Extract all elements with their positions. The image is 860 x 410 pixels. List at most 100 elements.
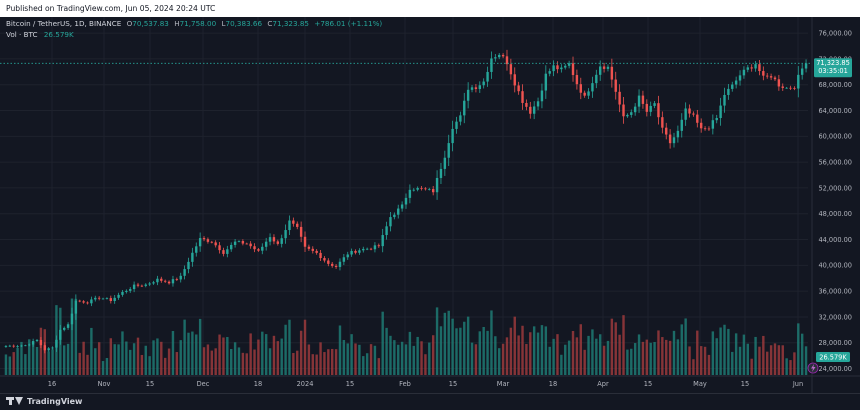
lightning-icon[interactable] — [807, 362, 819, 374]
candle-body[interactable] — [501, 54, 505, 57]
candle-body[interactable] — [657, 103, 660, 118]
candle-body[interactable] — [540, 90, 544, 102]
candle-body[interactable] — [672, 137, 676, 144]
candle-body[interactable] — [498, 54, 501, 58]
candle-body[interactable] — [35, 339, 39, 342]
candle-body[interactable] — [525, 102, 528, 107]
candle-body[interactable] — [307, 246, 311, 249]
candle-body[interactable] — [746, 67, 750, 70]
candle-body[interactable] — [28, 344, 31, 346]
candle-body[interactable] — [699, 122, 703, 129]
price-chart[interactable]: 24,000.00 28,000.00 32,000.00 36,000.00 40,0… — [0, 17, 860, 393]
candle-body[interactable] — [16, 346, 19, 347]
candle-body[interactable] — [195, 246, 198, 253]
candle-body[interactable] — [296, 223, 299, 227]
candle-body[interactable] — [47, 348, 50, 351]
candle-body[interactable] — [233, 241, 237, 245]
candle-body[interactable] — [330, 263, 334, 266]
candle-body[interactable] — [404, 197, 408, 205]
candle-body[interactable] — [486, 71, 489, 82]
candle-body[interactable] — [424, 188, 427, 190]
candle-body[interactable] — [466, 89, 470, 101]
candle-body[interactable] — [241, 241, 245, 244]
candle-body[interactable] — [226, 249, 229, 254]
candle-body[interactable] — [261, 246, 264, 251]
candle-body[interactable] — [264, 241, 268, 247]
candle-body[interactable] — [509, 64, 513, 75]
candle-body[interactable] — [206, 239, 210, 242]
candle-body[interactable] — [276, 241, 280, 244]
candle-body[interactable] — [381, 235, 384, 247]
candle-body[interactable] — [284, 230, 287, 239]
candle-body[interactable] — [55, 339, 58, 348]
candle-body[interactable] — [645, 103, 649, 112]
candle-body[interactable] — [758, 64, 761, 72]
candle-body[interactable] — [451, 128, 454, 144]
candle-body[interactable] — [766, 75, 769, 77]
candle-body[interactable] — [397, 208, 400, 215]
candle-body[interactable] — [94, 297, 97, 300]
candle-body[interactable] — [323, 258, 326, 261]
candle-body[interactable] — [478, 85, 482, 90]
candle-body[interactable] — [365, 248, 369, 250]
candle-body[interactable] — [175, 279, 179, 280]
candle-body[interactable] — [237, 241, 241, 242]
candle-body[interactable] — [521, 91, 524, 103]
candle-body[interactable] — [327, 260, 330, 264]
candle-body[interactable] — [548, 71, 551, 74]
candle-body[interactable] — [633, 106, 637, 113]
time-axis[interactable]: 16 Nov 15 Dec 18 2024 15 Feb 15 Mar 18 Apr 15 May 15 Ju… — [48, 380, 803, 388]
candle-body[interactable] — [420, 187, 423, 189]
candle-body[interactable] — [598, 66, 602, 75]
candle-body[interactable] — [132, 284, 136, 290]
candle-body[interactable] — [789, 87, 792, 89]
candle-body[interactable] — [408, 189, 412, 198]
candle-body[interactable] — [152, 282, 155, 284]
candle-body[interactable] — [443, 157, 447, 169]
candle-body[interactable] — [630, 112, 633, 115]
candle-body[interactable] — [719, 105, 722, 119]
candle-body[interactable] — [412, 189, 415, 191]
candle-body[interactable] — [303, 236, 307, 247]
candle-body[interactable] — [668, 134, 672, 144]
candle-body[interactable] — [544, 73, 548, 91]
candle-body[interactable] — [711, 120, 715, 129]
candle-body[interactable] — [51, 347, 54, 349]
candle-body[interactable] — [567, 63, 571, 66]
candle-body[interactable] — [319, 252, 322, 259]
candle-body[interactable] — [179, 275, 182, 280]
candle-body[interactable] — [218, 245, 221, 251]
candle-body[interactable] — [618, 91, 621, 105]
candle-body[interactable] — [610, 66, 614, 80]
chart-area[interactable]: 24,000.00 28,000.00 32,000.00 36,000.00 40,0… — [0, 17, 860, 393]
candle-body[interactable] — [781, 86, 784, 88]
candle-body[interactable] — [649, 105, 652, 112]
candle-body[interactable] — [517, 85, 520, 92]
candle-body[interactable] — [591, 83, 594, 92]
candle-body[interactable] — [602, 66, 606, 69]
candle-body[interactable] — [661, 117, 664, 128]
candle-body[interactable] — [536, 101, 540, 107]
candle-body[interactable] — [24, 345, 27, 347]
candle-body[interactable] — [455, 121, 458, 129]
candle-body[interactable] — [703, 128, 707, 130]
candle-body[interactable] — [435, 177, 439, 193]
candle-body[interactable] — [800, 68, 804, 75]
candle-body[interactable] — [400, 204, 404, 209]
candle-body[interactable] — [121, 291, 124, 295]
candle-body[interactable] — [257, 249, 260, 251]
candle-body[interactable] — [769, 76, 773, 78]
candle-body[interactable] — [31, 341, 35, 345]
candle-body[interactable] — [742, 69, 746, 76]
candle-body[interactable] — [350, 250, 353, 255]
candle-body[interactable] — [490, 58, 493, 72]
candle-body[interactable] — [727, 88, 730, 95]
candle-body[interactable] — [101, 298, 105, 300]
candle-body[interactable] — [97, 297, 101, 299]
candle-body[interactable] — [198, 238, 202, 247]
candle-body[interactable] — [39, 339, 43, 346]
candle-body[interactable] — [622, 104, 625, 117]
candle-body[interactable] — [532, 106, 536, 114]
candle-body[interactable] — [560, 67, 563, 70]
candle-body[interactable] — [354, 250, 357, 253]
